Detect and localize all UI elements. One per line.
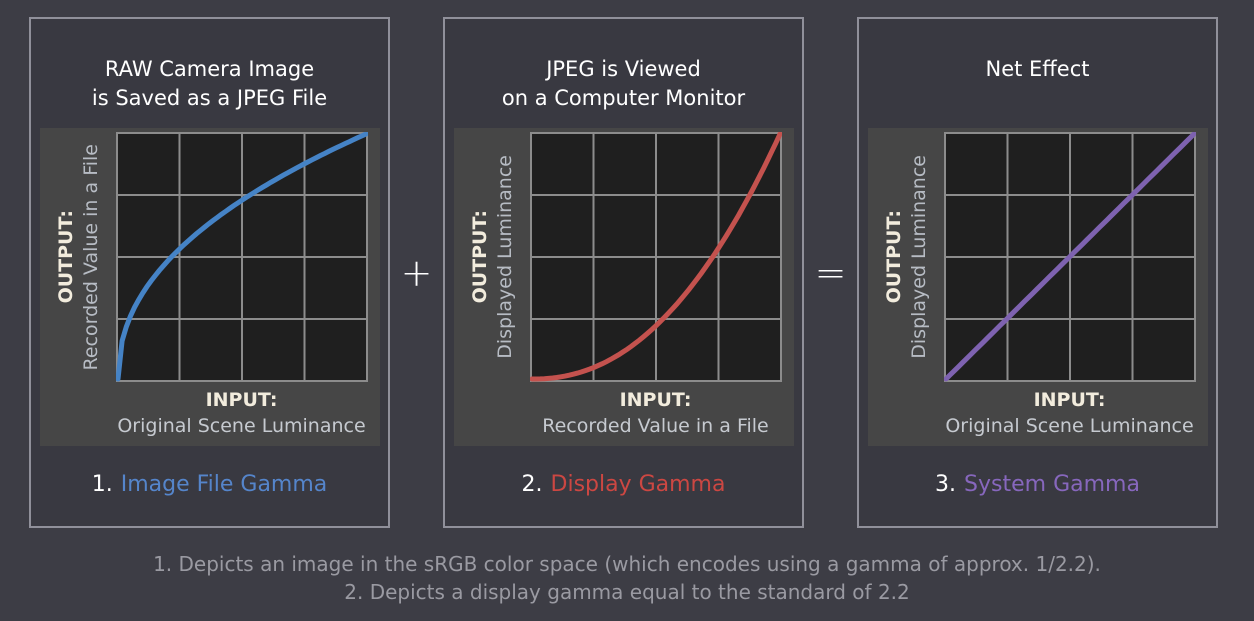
plot-column: INPUT: Original Scene Luminance (943, 132, 1196, 446)
y-axis-output-label: OUTPUT: (883, 210, 905, 304)
panel-title-line1: RAW Camera Image (104, 57, 315, 81)
panel-title-line2: on a Computer Monitor (501, 86, 746, 110)
plot-area (115, 132, 368, 382)
gamma-chart: OUTPUT: Displayed Luminance INPUT: Origi… (867, 128, 1208, 446)
y-axis-output-label: OUTPUT: (55, 210, 77, 304)
footnote-line-2: 2. Depicts a display gamma equal to the … (344, 580, 910, 604)
x-axis-description-label: Original Scene Luminance (117, 415, 366, 437)
panel-title: JPEG is Viewed on a Computer Monitor (502, 55, 745, 115)
caption-label: Display Gamma (550, 472, 726, 497)
x-axis-input-label: INPUT: (205, 389, 278, 411)
y-axis-label-group: OUTPUT: Recorded Value in a File (42, 132, 116, 382)
panel-title-line1: Net Effect (985, 57, 1090, 81)
panel-caption: 3. System Gamma (935, 472, 1140, 497)
equals-sign: = (814, 250, 847, 295)
caption-number: 3. (935, 472, 957, 497)
x-axis-label-group: INPUT: Original Scene Luminance (116, 387, 368, 439)
footnote-line-1: 1. Depicts an image in the sRGB color sp… (153, 552, 1101, 576)
panel-title: Net Effect (986, 55, 1090, 115)
x-axis-input-label: INPUT: (619, 389, 692, 411)
panel-system-gamma: Net Effect OUTPUT: Displayed Luminance I… (857, 17, 1218, 528)
gamma-curve (529, 132, 782, 382)
y-axis-description-label: Displayed Luminance (494, 155, 516, 359)
x-axis-description-label: Recorded Value in a File (542, 415, 769, 437)
plot-area (529, 132, 782, 382)
panel-display-gamma: JPEG is Viewed on a Computer Monitor OUT… (443, 17, 804, 528)
caption-number: 1. (91, 472, 113, 497)
panel-caption: 1. Image File Gamma (92, 472, 328, 497)
caption-label: Image File Gamma (120, 472, 328, 497)
x-axis-input-label: INPUT: (1033, 389, 1106, 411)
caption-label: System Gamma (964, 472, 1140, 497)
plot-column: INPUT: Original Scene Luminance (115, 132, 368, 446)
gamma-chart: OUTPUT: Displayed Luminance INPUT: Recor… (453, 128, 794, 446)
plot-column: INPUT: Recorded Value in a File (529, 132, 782, 446)
y-axis-label-group: OUTPUT: Displayed Luminance (456, 132, 530, 382)
gamma-curve (943, 132, 1196, 382)
panel-caption: 2. Display Gamma (522, 472, 726, 497)
x-axis-label-group: INPUT: Recorded Value in a File (530, 387, 782, 439)
panel-title-line1: JPEG is Viewed (546, 57, 701, 81)
y-axis-description-label: Displayed Luminance (908, 155, 930, 359)
gamma-chart: OUTPUT: Recorded Value in a File INPUT: … (39, 128, 380, 446)
y-axis-output-label: OUTPUT: (469, 210, 491, 304)
caption-number: 2. (521, 472, 543, 497)
plus-sign: + (400, 250, 433, 295)
footnotes: 1. Depicts an image in the sRGB color sp… (0, 550, 1254, 606)
panels-row: RAW Camera Image is Saved as a JPEG File… (29, 17, 1218, 528)
panel-title-line2: is Saved as a JPEG File (91, 86, 328, 110)
panel-title: RAW Camera Image is Saved as a JPEG File (92, 55, 327, 115)
x-axis-description-label: Original Scene Luminance (945, 415, 1194, 437)
y-axis-description-label: Recorded Value in a File (80, 143, 102, 371)
gamma-curve (115, 132, 368, 382)
panel-image-file-gamma: RAW Camera Image is Saved as a JPEG File… (29, 17, 390, 528)
plot-area (943, 132, 1196, 382)
y-axis-label-group: OUTPUT: Displayed Luminance (870, 132, 944, 382)
x-axis-label-group: INPUT: Original Scene Luminance (944, 387, 1196, 439)
